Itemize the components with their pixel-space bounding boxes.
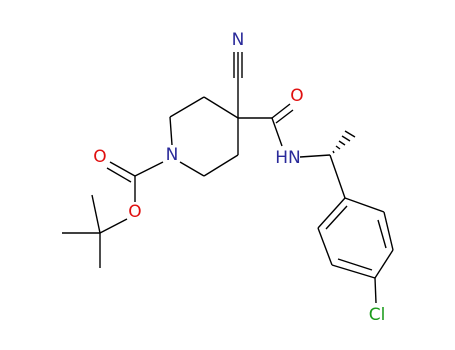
hashed-wedge [332, 130, 356, 154]
atom-label: Cl [369, 305, 386, 325]
bonds [62, 52, 394, 304]
atom-labels: N O HN N O O Cl [93, 30, 385, 325]
atom-label: O [93, 147, 106, 167]
atom-label: N [232, 30, 245, 50]
atom-label: O [290, 86, 303, 106]
atom-label: HN [275, 148, 301, 168]
atom-label: O [128, 202, 141, 222]
atom-label: N [166, 145, 179, 165]
